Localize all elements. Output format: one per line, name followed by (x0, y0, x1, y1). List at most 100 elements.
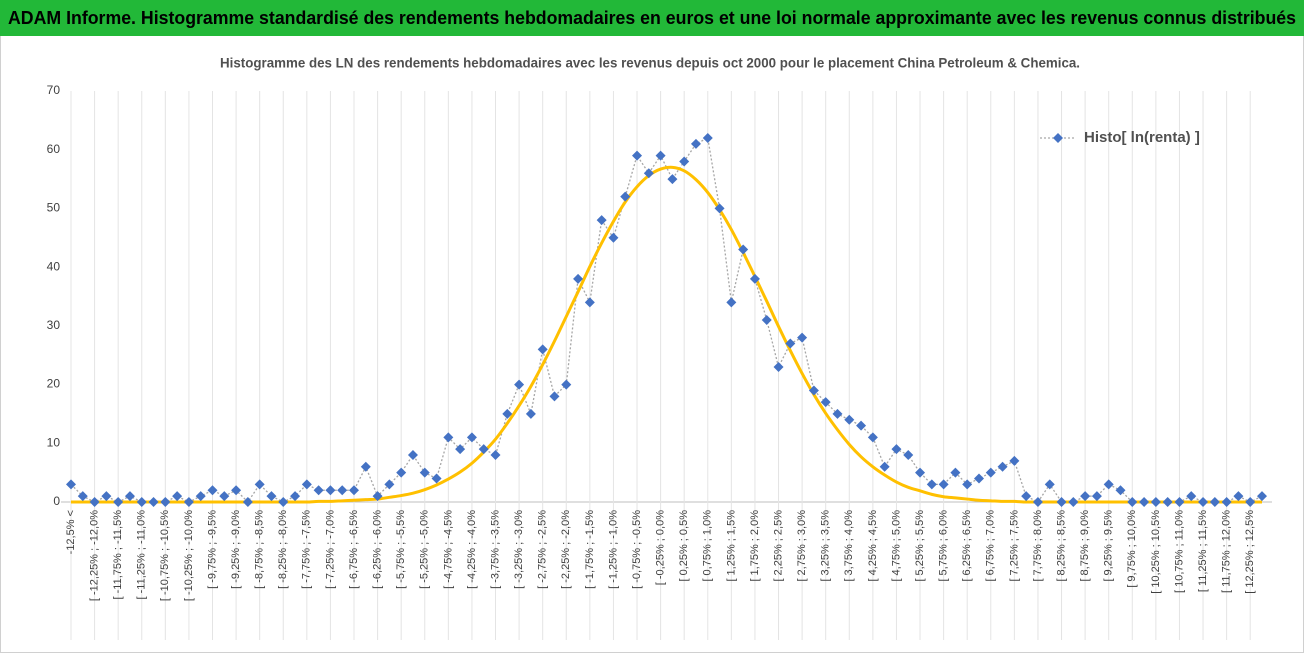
diamond-marker (797, 332, 808, 343)
x-tick-label: [ -6,25% ; -6,0% (372, 510, 384, 589)
x-tick-label: [ -2,75% ; -2,5% (537, 510, 549, 589)
diamond-marker (1174, 497, 1185, 507)
diamond-marker (749, 273, 760, 284)
diamond-marker (101, 491, 112, 502)
x-tick-label: [ -10,75% ; -10,5% (159, 510, 171, 601)
diamond-marker (1115, 485, 1126, 496)
x-tick-label: [ -5,75% ; -5,5% (395, 510, 407, 589)
diamond-marker (1068, 497, 1079, 507)
y-tick-label: 50 (47, 201, 61, 215)
diamond-marker (266, 491, 277, 502)
diamond-marker (525, 408, 536, 419)
header-bar (0, 0, 1304, 36)
diamond-marker (466, 432, 477, 443)
x-tick-label: [ -11,75% ; -11,5% (112, 510, 124, 600)
x-tick-label: [ 3,75% ; 4,0% (843, 510, 855, 582)
diamond-marker (561, 379, 572, 390)
x-tick-label: [ 0,25% ; 0,5% (678, 510, 690, 582)
x-tick-label: [ -3,75% ; -3,5% (489, 510, 501, 589)
diamond-marker (973, 473, 984, 484)
x-tick-label: [ 0,75% ; 1,0% (702, 510, 714, 582)
diamond-marker (879, 461, 890, 472)
x-tick-label: [ -7,25% ; -7,0% (324, 510, 336, 589)
diamond-marker (773, 361, 784, 372)
x-tick-label: [ -8,25% ; -8,0% (277, 510, 289, 589)
x-tick-label: [ -8,75% ; -8,5% (254, 510, 266, 589)
x-tick-label: [ 4,75% ; 5,0% (890, 510, 902, 582)
x-tick-label: [ -12,25% ; -12,0% (88, 510, 100, 601)
diamond-marker (1221, 497, 1232, 507)
diamond-marker (195, 491, 206, 502)
x-tick-label: [ 9,75% ; 10,0% (1126, 510, 1138, 588)
x-tick-label: [ 1,75% ; 2,0% (749, 510, 761, 582)
x-tick-label: [ -11,25% ; -11,0% (136, 510, 148, 600)
x-tick-label: [ 6,75% ; 7,0% (985, 510, 997, 582)
diamond-marker (514, 379, 525, 390)
diamond-marker (903, 450, 914, 461)
x-tick-label: [ -0,25% ; 0,0% (655, 510, 667, 585)
x-tick-label: [ 5,25% ; 5,5% (914, 510, 926, 582)
x-tick-label: [ 10,75% ; 11,0% (1173, 510, 1185, 593)
x-tick-label: [ -10,25% ; -10,0% (183, 510, 195, 601)
diamond-marker (1209, 497, 1220, 507)
legend-label: Histo[ ln(renta) ] (1084, 129, 1200, 146)
y-tick-label: 20 (47, 377, 61, 391)
diamond-marker (337, 485, 348, 496)
x-tick-label: [ 3,25% ; 3,5% (820, 510, 832, 582)
x-tick-label: [ -0,75% ; -0,5% (631, 510, 643, 589)
diamond-marker (950, 467, 961, 478)
y-tick-label: 30 (47, 318, 61, 332)
diamond-marker (349, 485, 360, 496)
legend-marker (1053, 133, 1063, 143)
y-tick-label: 10 (47, 435, 61, 449)
diamond-marker (596, 215, 607, 226)
diamond-marker (313, 485, 324, 496)
diamond-marker (714, 203, 725, 214)
x-tick-label: [ 9,25% ; 9,5% (1103, 510, 1115, 582)
x-tick-label: [ -9,75% ; -9,5% (206, 510, 218, 589)
diamond-marker (915, 467, 926, 478)
diamond-marker (231, 485, 242, 496)
diamond-marker (1091, 491, 1102, 502)
diamond-marker (1245, 497, 1256, 507)
chart-title: Histogramme des LN des rendements hebdom… (220, 55, 1080, 71)
diamond-marker (608, 232, 619, 243)
diamond-marker (254, 479, 265, 490)
diamond-marker (785, 338, 796, 349)
x-tick-label: [ 7,75% ; 8,0% (1032, 510, 1044, 582)
diamond-marker (384, 479, 395, 490)
diamond-marker (1056, 497, 1067, 507)
header-title: ADAM Informe. Histogramme standardisé de… (8, 8, 1296, 28)
diamond-marker (643, 168, 654, 179)
diamond-marker (419, 467, 430, 478)
diamond-marker (690, 138, 701, 149)
x-tick-label: [ -1,75% ; -1,5% (584, 510, 596, 589)
x-tick-label: [ 8,75% ; 9,0% (1079, 510, 1091, 582)
x-tick-label: [ 11,25% ; 11,5% (1197, 510, 1209, 592)
diamond-marker (679, 156, 690, 167)
diamond-marker (620, 191, 631, 202)
x-tick-label: [ 11,75% ; 12,0% (1221, 510, 1233, 593)
diamond-marker (549, 391, 560, 402)
diamond-marker (242, 497, 253, 507)
diamond-marker (808, 385, 819, 396)
diamond-marker (431, 473, 442, 484)
x-tick-label: [ 7,25% ; 7,5% (1008, 510, 1020, 582)
diamond-marker (926, 479, 937, 490)
x-tick-label: [ 12,25% ; 12,5% (1244, 510, 1256, 594)
x-tick-label: [ 5,75% ; 6,0% (938, 510, 950, 582)
diamond-marker (172, 491, 183, 502)
diamond-marker (891, 444, 902, 455)
diamond-marker (1127, 497, 1138, 507)
x-tick-label: -12,5% < (65, 510, 77, 554)
diamond-marker (997, 461, 1008, 472)
diamond-marker (478, 444, 489, 455)
x-tick-label: [ -7,75% ; -7,5% (301, 510, 313, 589)
diamond-marker (113, 497, 124, 507)
diamond-marker (278, 497, 289, 507)
y-tick-label: 60 (47, 142, 61, 156)
y-tick-label: 40 (47, 259, 61, 273)
diamond-marker (124, 491, 135, 502)
